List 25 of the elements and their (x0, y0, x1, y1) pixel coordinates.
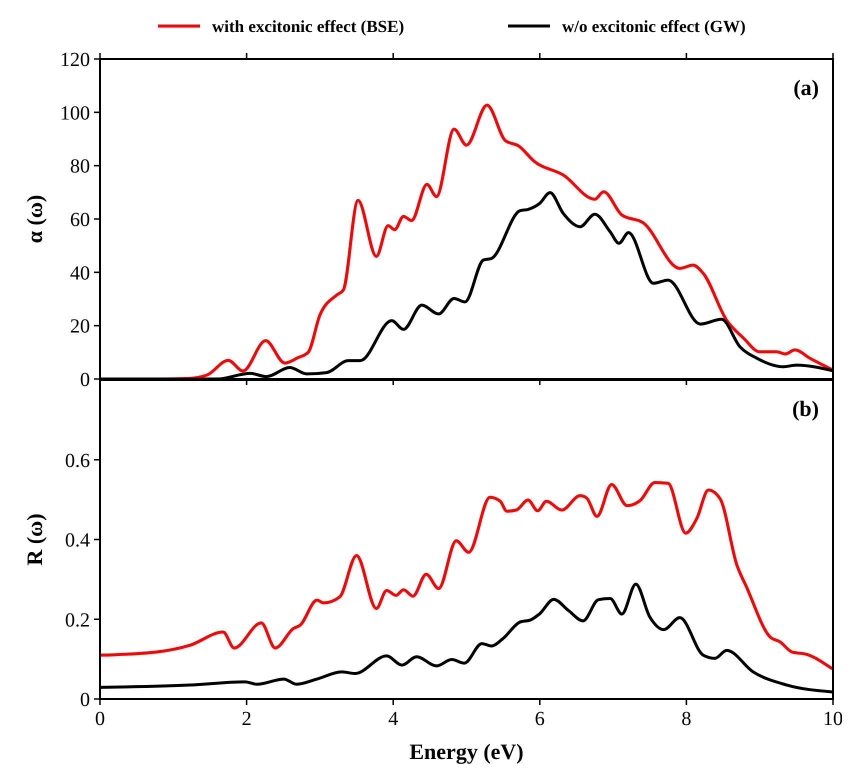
x-tick-label: 6 (534, 708, 545, 730)
y-tick-label: 100 (60, 102, 90, 124)
y-tick-label: 0.2 (65, 609, 90, 632)
annotation: (b) (792, 396, 819, 421)
y-tick-label: 40 (70, 262, 90, 284)
y-tick-label: 0.4 (65, 530, 90, 552)
legend-label: w/o excitonic effect (GW) (562, 16, 746, 36)
y-tick-label: 0 (80, 689, 90, 711)
y-axis-title: α (ω) (22, 194, 47, 244)
x-tick-label: 8 (681, 708, 692, 730)
line-series (100, 480, 833, 670)
x-tick-label: 4 (388, 708, 398, 730)
legend-label: with excitonic effect (BSE) (212, 16, 404, 36)
y-axis-title: R (ω) (22, 513, 47, 566)
x-tick-label: 2 (242, 708, 252, 730)
y-tick-label: 60 (70, 209, 90, 231)
x-axis-title: Energy (eV) (409, 739, 524, 764)
y-tick-label: 0.6 (65, 450, 90, 472)
y-tick-label: 120 (60, 49, 90, 71)
y-tick-label: 80 (70, 156, 90, 178)
annotation: (a) (793, 75, 819, 100)
y-tick-label: 0 (80, 369, 90, 391)
x-tick-label: 0 (95, 708, 105, 730)
y-tick-label: 20 (70, 316, 90, 338)
x-tick-label: 10 (823, 708, 843, 730)
